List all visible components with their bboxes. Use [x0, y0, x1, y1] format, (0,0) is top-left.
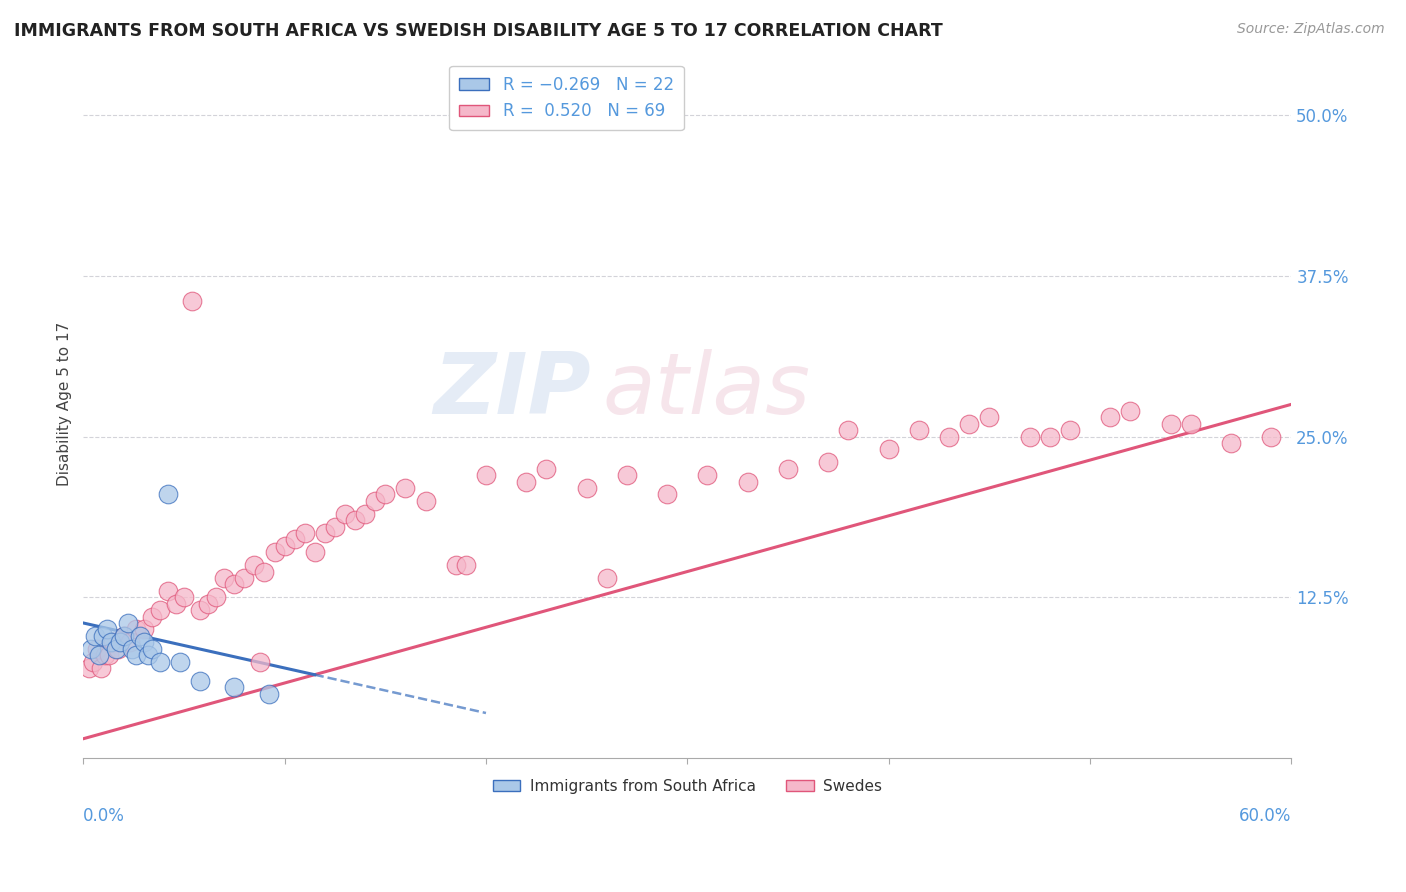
- Point: [957, 417, 980, 431]
- Point: [173, 591, 195, 605]
- Point: [1018, 429, 1040, 443]
- Point: [84, 629, 107, 643]
- Point: [284, 533, 307, 547]
- Point: [124, 648, 146, 662]
- Point: [108, 635, 131, 649]
- Point: [124, 623, 146, 637]
- Point: [938, 429, 960, 443]
- Point: [776, 461, 799, 475]
- Point: [89, 648, 111, 662]
- Point: [304, 545, 326, 559]
- Point: [197, 597, 219, 611]
- Point: [374, 487, 396, 501]
- Point: [1180, 417, 1202, 431]
- Point: [224, 577, 246, 591]
- Point: [1260, 429, 1282, 443]
- Point: [93, 629, 115, 643]
- Y-axis label: Disability Age 5 to 17: Disability Age 5 to 17: [58, 322, 72, 486]
- Point: [98, 648, 121, 662]
- Point: [165, 597, 187, 611]
- Legend: Immigrants from South Africa, Swedes: Immigrants from South Africa, Swedes: [486, 772, 887, 800]
- Point: [132, 623, 155, 637]
- Point: [117, 615, 139, 630]
- Point: [82, 655, 104, 669]
- Point: [454, 558, 477, 573]
- Point: [233, 571, 256, 585]
- Point: [1119, 404, 1142, 418]
- Point: [104, 641, 127, 656]
- Point: [394, 481, 416, 495]
- Point: [877, 442, 900, 457]
- Point: [169, 655, 191, 669]
- Point: [141, 641, 163, 656]
- Text: IMMIGRANTS FROM SOUTH AFRICA VS SWEDISH DISABILITY AGE 5 TO 17 CORRELATION CHART: IMMIGRANTS FROM SOUTH AFRICA VS SWEDISH …: [14, 22, 943, 40]
- Point: [1099, 410, 1122, 425]
- Text: ZIP: ZIP: [433, 349, 591, 432]
- Point: [188, 603, 211, 617]
- Point: [333, 507, 356, 521]
- Point: [536, 461, 558, 475]
- Point: [323, 519, 346, 533]
- Point: [444, 558, 467, 573]
- Point: [257, 687, 280, 701]
- Point: [979, 410, 1001, 425]
- Point: [575, 481, 598, 495]
- Point: [141, 609, 163, 624]
- Point: [212, 571, 235, 585]
- Point: [253, 565, 276, 579]
- Text: 0.0%: 0.0%: [83, 807, 125, 825]
- Point: [118, 635, 141, 649]
- Point: [817, 455, 839, 469]
- Point: [294, 525, 316, 540]
- Point: [181, 294, 204, 309]
- Point: [908, 423, 931, 437]
- Point: [156, 487, 179, 501]
- Point: [94, 648, 117, 662]
- Point: [364, 493, 387, 508]
- Point: [112, 629, 135, 643]
- Point: [188, 673, 211, 688]
- Point: [273, 539, 295, 553]
- Point: [149, 655, 172, 669]
- Point: [121, 641, 143, 656]
- Point: [132, 635, 155, 649]
- Point: [616, 468, 638, 483]
- Point: [100, 635, 122, 649]
- Point: [1160, 417, 1182, 431]
- Text: atlas: atlas: [603, 349, 811, 432]
- Point: [107, 641, 129, 656]
- Point: [96, 623, 118, 637]
- Text: Source: ZipAtlas.com: Source: ZipAtlas.com: [1237, 22, 1385, 37]
- Point: [657, 487, 679, 501]
- Point: [596, 571, 619, 585]
- Point: [243, 558, 266, 573]
- Point: [475, 468, 498, 483]
- Point: [249, 655, 271, 669]
- Point: [263, 545, 285, 559]
- Point: [354, 507, 377, 521]
- Point: [837, 423, 859, 437]
- Point: [80, 641, 103, 656]
- Point: [1219, 436, 1241, 450]
- Point: [515, 475, 537, 489]
- Point: [149, 603, 172, 617]
- Point: [128, 629, 150, 643]
- Point: [205, 591, 228, 605]
- Point: [1059, 423, 1081, 437]
- Text: 60.0%: 60.0%: [1239, 807, 1291, 825]
- Point: [1039, 429, 1062, 443]
- Point: [79, 661, 101, 675]
- Point: [90, 661, 112, 675]
- Point: [344, 513, 367, 527]
- Point: [136, 648, 159, 662]
- Point: [696, 468, 718, 483]
- Point: [103, 635, 125, 649]
- Point: [737, 475, 759, 489]
- Point: [86, 641, 108, 656]
- Point: [224, 681, 246, 695]
- Point: [314, 525, 336, 540]
- Point: [156, 583, 179, 598]
- Point: [415, 493, 437, 508]
- Point: [112, 629, 135, 643]
